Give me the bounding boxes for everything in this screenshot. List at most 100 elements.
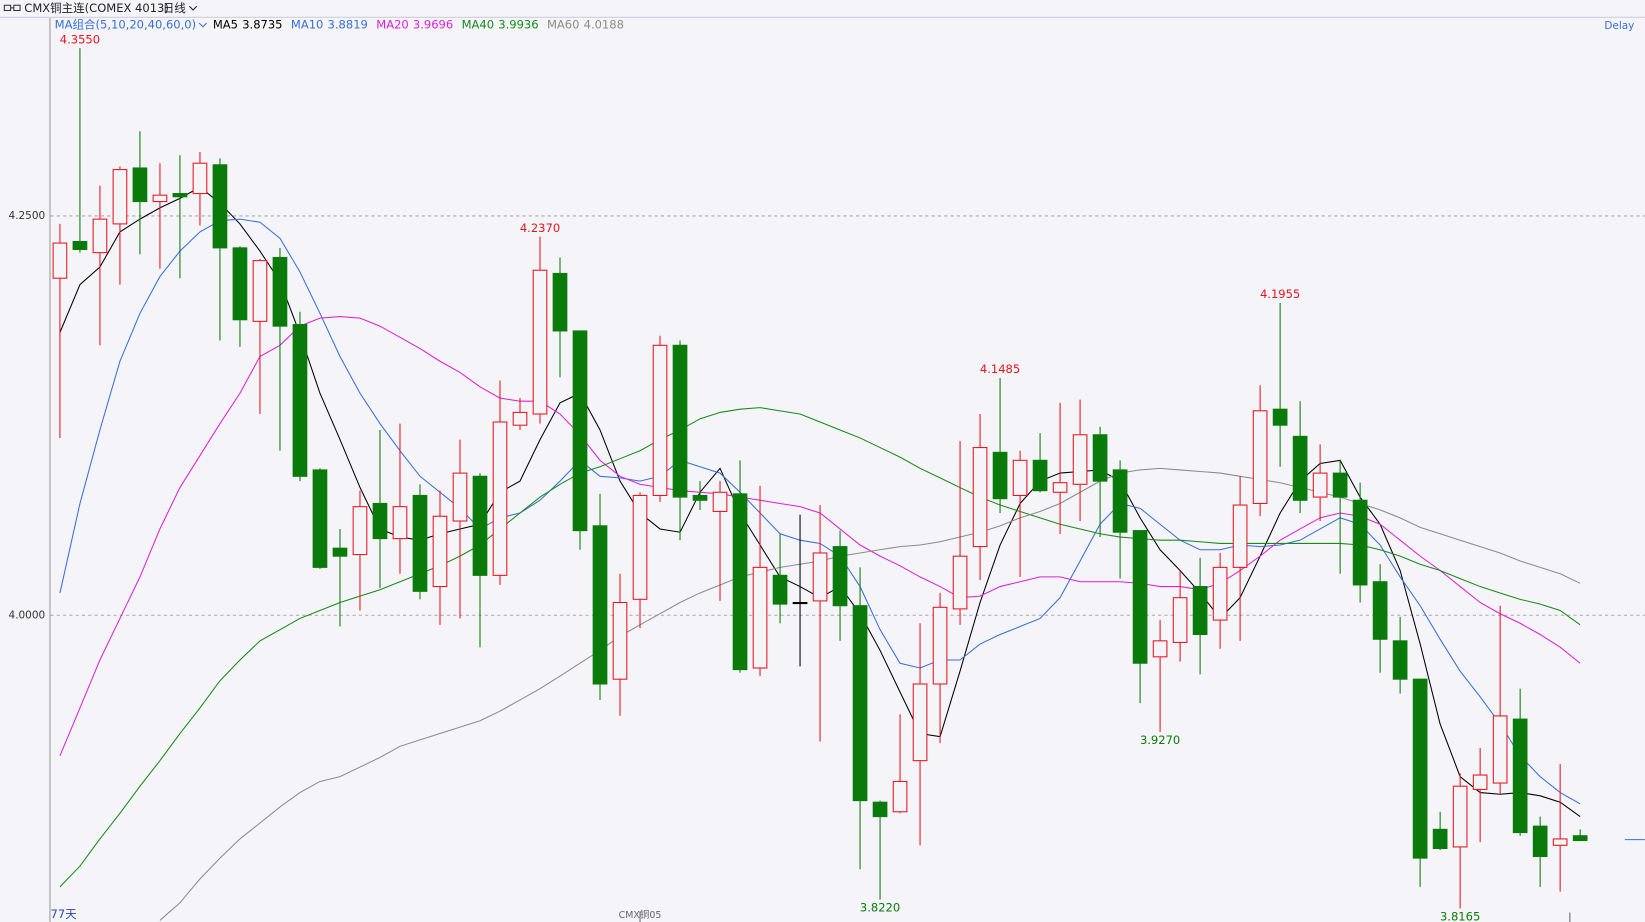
candle-body [1572, 835, 1588, 842]
candle-body [1332, 472, 1348, 498]
candle-body [272, 256, 288, 327]
candle-body [1272, 408, 1288, 426]
candle-body [1452, 785, 1468, 848]
candle-body [1492, 715, 1508, 784]
candle-body [432, 515, 448, 588]
candle-body [1032, 459, 1048, 492]
candle-body [632, 494, 648, 600]
candle-body [872, 801, 888, 818]
candle-body [972, 447, 988, 548]
candle-body [1172, 597, 1188, 643]
candle-body [92, 218, 108, 254]
legend-value: 3.9936 [498, 18, 538, 32]
candle-body [1092, 434, 1108, 482]
candle-body [1192, 586, 1208, 635]
candle-body [212, 164, 228, 249]
chart-title: CMX铜主连(COMEX 4013) [24, 1, 169, 15]
extreme-label: 4.1485 [980, 362, 1020, 376]
candle-body [1532, 825, 1548, 858]
legend-value: 3.8819 [328, 18, 368, 32]
extreme-label: 3.9270 [1140, 733, 1180, 747]
candle-body [1312, 472, 1328, 498]
candle-body [852, 605, 868, 802]
candle-body [732, 493, 748, 671]
y-tick-label: 4.2500 [9, 210, 46, 222]
candle-body [772, 574, 788, 605]
candle-body [352, 506, 368, 556]
period-selector[interactable]: 日线 [163, 1, 187, 15]
x-tick-label: CMX铜05 [619, 909, 662, 921]
candle-body [1552, 838, 1568, 846]
candle-body [652, 344, 668, 496]
candle-body [452, 472, 468, 522]
candle-body [672, 344, 688, 498]
candle-body [1152, 640, 1168, 658]
candle-body [1252, 410, 1268, 504]
candle-body [1072, 434, 1088, 485]
candle-body [1232, 504, 1248, 568]
delay-label: Delay [1604, 20, 1634, 32]
candle-body [692, 494, 708, 501]
candle-body [832, 546, 848, 607]
extreme-label: 4.2370 [520, 221, 560, 235]
annotations: 4.3550 4.2370 4.1485 4.1955 3.9270 3.8220 3.81… [60, 32, 1480, 922]
extreme-label: 4.3550 [60, 32, 100, 46]
candle-body [912, 683, 928, 762]
legend-name: MA10 [291, 18, 323, 32]
legend-value: 3.8735 [242, 18, 282, 32]
y-tick-label: 4.0000 [9, 609, 46, 621]
candle-body [372, 502, 388, 540]
extreme-label: 4.1955 [1260, 287, 1300, 301]
candle-body [252, 260, 268, 322]
legend-name: MA60 [547, 18, 579, 32]
candle-body [1212, 566, 1228, 621]
candle-body [1412, 678, 1428, 859]
legend-value: 4.0188 [584, 18, 624, 32]
ma-group[interactable]: MA组合(5,10,20,40,60,0) [55, 18, 196, 32]
candle-body [952, 555, 968, 610]
legend: MA5 3.8735 MA10 3.8819 MA20 3.9696 MA40 3.9936 M… [198, 18, 624, 32]
period-chevron[interactable] [189, 5, 198, 11]
candle-body [232, 247, 248, 321]
candle-body [1432, 828, 1448, 850]
candle-body [72, 240, 88, 250]
candle-body [1392, 640, 1408, 680]
candle-body [592, 525, 608, 685]
legend-name: MA20 [376, 18, 408, 32]
ma-line [159, 467, 1581, 921]
candle-body [292, 324, 308, 477]
candle-body [1372, 581, 1388, 640]
candle-body [932, 606, 948, 685]
symbol-icon [3, 4, 21, 12]
candle-body [792, 601, 808, 605]
candle-body [392, 506, 408, 540]
legend-name: MA5 [213, 18, 238, 32]
candle-body [1112, 469, 1128, 533]
candle-body [52, 242, 68, 279]
extreme-label: 3.8220 [860, 901, 900, 915]
candle-body [312, 469, 328, 568]
ma-line [59, 407, 1581, 888]
candle-body [1132, 530, 1148, 664]
legend-name: MA40 [462, 18, 494, 32]
candle-body [1352, 499, 1368, 586]
candle-body [492, 421, 508, 576]
candle-body [1292, 435, 1308, 501]
candle-body [332, 547, 348, 557]
candle-body [892, 780, 908, 813]
candle-body [152, 194, 168, 203]
candle-body [572, 330, 588, 532]
candle-body [552, 272, 568, 332]
candle-body [1012, 459, 1028, 496]
candle-body [172, 193, 188, 198]
candle-body [1472, 774, 1488, 790]
candle-body [1512, 718, 1528, 834]
candle-body [132, 167, 148, 203]
candle-body [712, 491, 728, 512]
ma-group-chevron [198, 22, 207, 28]
candle-body [112, 169, 128, 225]
candle-body [512, 411, 528, 426]
candle-body [1052, 482, 1068, 493]
